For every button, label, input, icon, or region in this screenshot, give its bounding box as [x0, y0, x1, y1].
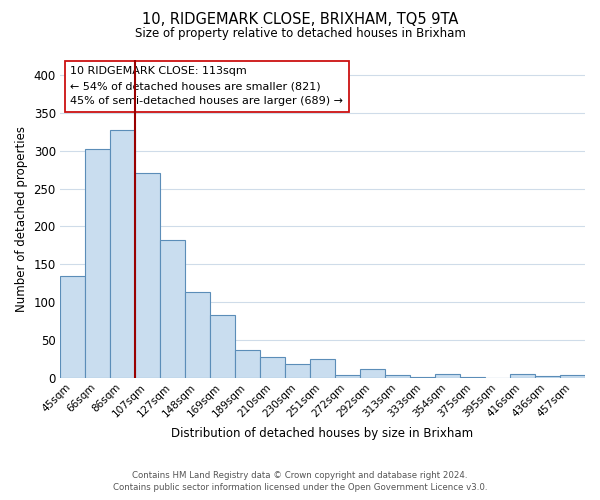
Bar — [560, 374, 585, 378]
Bar — [160, 240, 185, 378]
Bar — [285, 364, 310, 378]
Bar — [85, 149, 110, 378]
Bar — [435, 374, 460, 378]
Text: Size of property relative to detached houses in Brixham: Size of property relative to detached ho… — [134, 28, 466, 40]
Bar — [135, 174, 160, 378]
Bar — [535, 376, 560, 378]
Bar — [410, 377, 435, 378]
Bar — [335, 374, 360, 378]
Bar — [60, 276, 85, 378]
Bar — [110, 130, 135, 378]
Bar — [235, 350, 260, 378]
Text: 10, RIDGEMARK CLOSE, BRIXHAM, TQ5 9TA: 10, RIDGEMARK CLOSE, BRIXHAM, TQ5 9TA — [142, 12, 458, 28]
X-axis label: Distribution of detached houses by size in Brixham: Distribution of detached houses by size … — [172, 427, 473, 440]
Bar — [510, 374, 535, 378]
Bar — [310, 358, 335, 378]
Bar — [260, 357, 285, 378]
Bar — [385, 374, 410, 378]
Y-axis label: Number of detached properties: Number of detached properties — [15, 126, 28, 312]
Bar — [210, 315, 235, 378]
Bar — [185, 292, 210, 378]
Bar — [460, 377, 485, 378]
Bar — [360, 370, 385, 378]
Text: Contains HM Land Registry data © Crown copyright and database right 2024.
Contai: Contains HM Land Registry data © Crown c… — [113, 471, 487, 492]
Text: 10 RIDGEMARK CLOSE: 113sqm
← 54% of detached houses are smaller (821)
45% of sem: 10 RIDGEMARK CLOSE: 113sqm ← 54% of deta… — [70, 66, 343, 106]
